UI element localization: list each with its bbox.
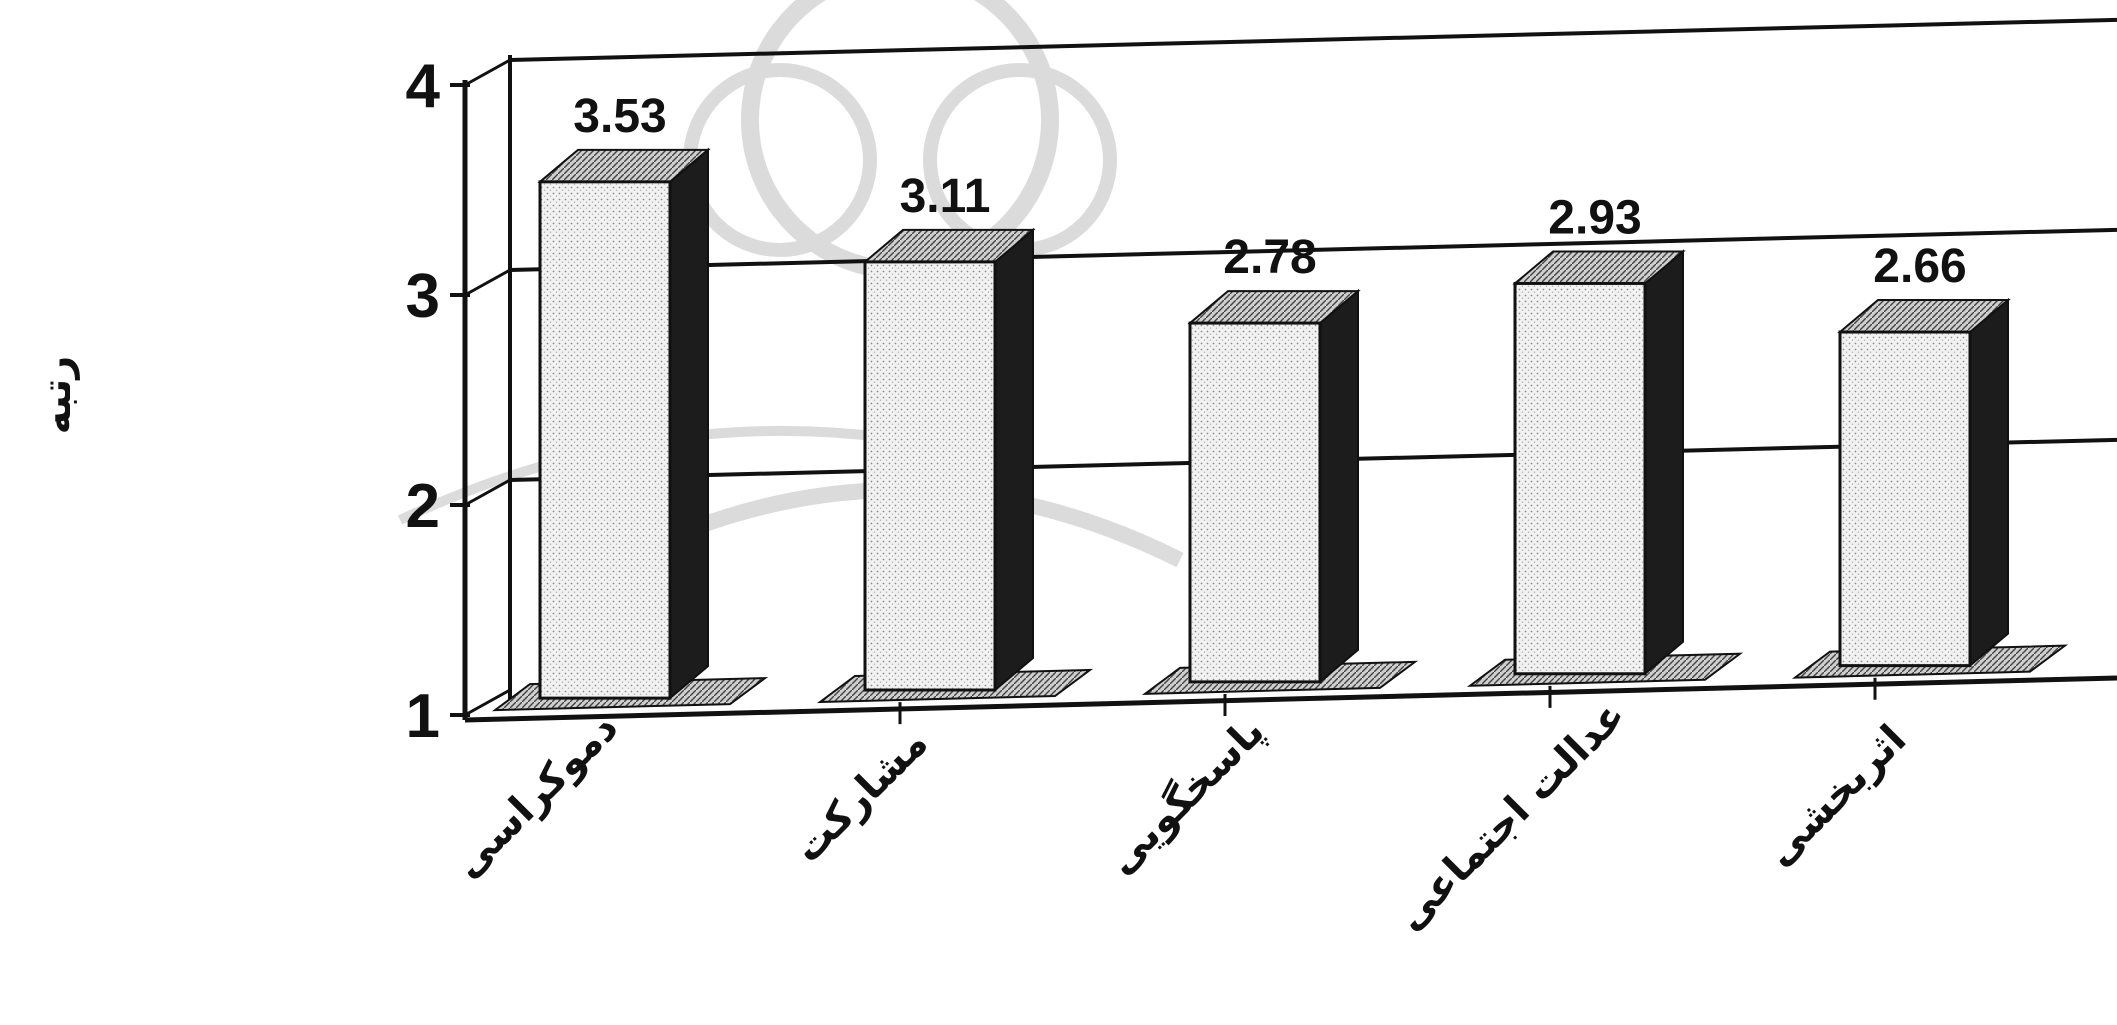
bar-5	[1838, 330, 1972, 668]
y-tick-label: 2	[406, 472, 440, 541]
gridline-diagonal	[464, 58, 511, 87]
bar-4	[1513, 281, 1647, 676]
gridline-diagonal	[464, 268, 511, 297]
y-tick-label: 1	[406, 682, 440, 751]
y-axis-title: رتبه	[34, 356, 80, 435]
bar-2	[863, 260, 997, 692]
bar-side-2	[994, 227, 1034, 693]
axes	[462, 55, 2117, 723]
data-label-1: 3.53	[573, 90, 666, 143]
bars	[491, 147, 2069, 712]
y-tick-label: 3	[406, 262, 440, 331]
category-label-1: دموکراسی	[445, 705, 627, 887]
gridline	[509, 227, 2117, 272]
bar-side-5	[1969, 297, 2009, 668]
x-axis-category-labels: دموکراسی مشارکت پاسخگویی عدالت اجتماعی اثربخ…	[445, 677, 1915, 940]
data-label-4: 2.93	[1548, 191, 1641, 244]
data-labels: 3.53 3.11 2.78 2.93 2.66	[573, 90, 1966, 293]
category-label-2: مشارکت	[785, 720, 937, 872]
bar-side-1	[669, 147, 709, 701]
category-label-4: عدالت اجتماعی	[1387, 692, 1634, 939]
gridline	[509, 17, 2117, 62]
gridline-diagonal	[464, 688, 511, 717]
bar-3	[1188, 321, 1322, 684]
bar-1	[538, 180, 672, 700]
watermark-emblem	[397, 0, 1184, 568]
category-label-3: پاسخگویی	[1097, 707, 1273, 883]
bar-side-3	[1319, 288, 1359, 685]
y-axis-ticks: 1 2 3 4	[406, 52, 470, 751]
category-label-5: اثربخشی	[1756, 716, 1915, 875]
x-axis-line	[464, 675, 2117, 723]
data-label-2: 3.11	[900, 170, 991, 223]
y-tick-label: 4	[406, 52, 441, 121]
data-label-5: 2.66	[1873, 240, 1966, 293]
bar-side-4	[1644, 249, 1684, 676]
gridline-diagonal	[464, 478, 511, 507]
data-label-3: 2.78	[1223, 231, 1316, 284]
